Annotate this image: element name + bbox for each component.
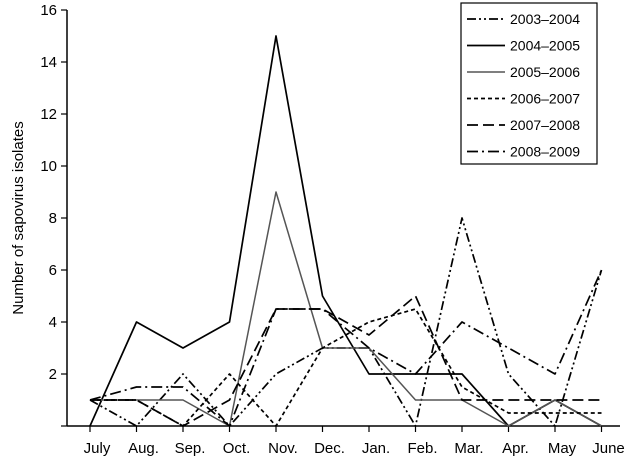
y-tick-label: 4: [49, 314, 57, 331]
x-tick-label: Mar.: [454, 440, 483, 457]
x-tick-label: June: [592, 440, 625, 457]
y-tick-label: 6: [49, 262, 57, 279]
y-axis-label: Number of sapovirus isolates: [10, 121, 27, 314]
series-line-4: [90, 308, 602, 427]
x-tick-label: Apr.: [502, 440, 529, 457]
series-line-1: [89, 217, 603, 427]
legend-label: 2005–2006: [510, 64, 580, 80]
y-tick-label: 16: [40, 2, 57, 19]
y-tick-label: 14: [40, 54, 57, 71]
legend-label: 2008–2009: [510, 144, 580, 160]
y-tick-label: 10: [40, 158, 57, 175]
y-tick-label: 2: [49, 366, 57, 383]
x-tick-label: Feb.: [407, 440, 437, 457]
series-line-6: [89, 269, 603, 427]
x-tick-label: Jan.: [362, 440, 390, 457]
x-tick-label: Dec.: [314, 440, 345, 457]
x-tick-label: July: [84, 440, 111, 457]
x-tick-label: Sep.: [175, 440, 206, 457]
y-tick-label: 8: [49, 210, 57, 227]
x-tick-label: May: [548, 440, 577, 457]
x-tick-label: Aug.: [128, 440, 159, 457]
legend-label: 2004–2005: [510, 38, 580, 54]
legend-label: 2003–2004: [510, 11, 580, 27]
series-line-5: [90, 295, 602, 427]
y-tick-label: 12: [40, 106, 57, 123]
x-tick-label: Nov.: [268, 440, 298, 457]
x-tick-label: Oct.: [223, 440, 251, 457]
series-line-3: [90, 191, 602, 427]
series-lines: [89, 35, 603, 427]
axes: 2 4 6 8 10 12 14 16 July Aug. Sep. Oct. Nov. Dec. Jan.…: [10, 2, 625, 457]
legend-box: [460, 2, 598, 165]
legend-label: 2006–2007: [510, 91, 580, 107]
legend-label: 2007–2008: [510, 117, 580, 133]
legend: 2003–2004 2004–2005 2005–2006 2006–2007 2007…: [460, 2, 598, 165]
